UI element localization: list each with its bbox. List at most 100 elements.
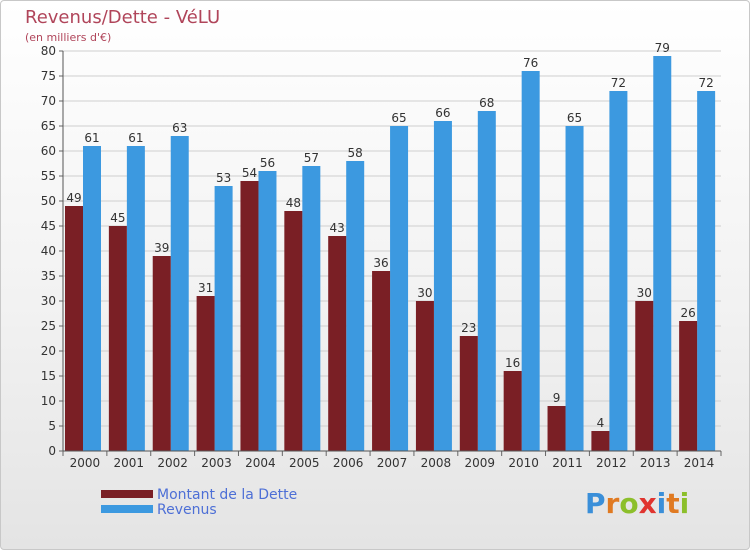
data-label-debt: 4 <box>597 416 605 430</box>
x-tick-label: 2012 <box>596 456 627 470</box>
data-label-debt: 16 <box>505 356 520 370</box>
data-label-revenue: 61 <box>84 131 99 145</box>
data-label-revenue: 65 <box>391 111 406 125</box>
data-label-debt: 31 <box>198 281 213 295</box>
legend-swatch-revenue <box>101 505 153 513</box>
data-label-revenue: 65 <box>567 111 582 125</box>
data-label-revenue: 53 <box>216 171 231 185</box>
bar-revenue <box>477 111 496 451</box>
x-tick-label: 2005 <box>289 456 320 470</box>
y-tick-label: 60 <box>41 144 56 158</box>
data-label-debt: 9 <box>553 391 561 405</box>
logo-letter: r <box>605 487 620 520</box>
data-label-revenue: 57 <box>304 151 319 165</box>
logo-letter: x <box>638 487 657 520</box>
y-tick-label: 65 <box>41 119 56 133</box>
data-label-debt: 43 <box>330 221 345 235</box>
data-label-debt: 45 <box>110 211 125 225</box>
x-tick-label: 2010 <box>508 456 539 470</box>
x-tick-label: 2014 <box>684 456 715 470</box>
legend-label-debt: Montant de la Dette <box>157 487 298 503</box>
bar-revenue <box>521 71 540 451</box>
x-tick-label: 2009 <box>464 456 495 470</box>
bar-revenue <box>565 126 584 451</box>
x-tick-label: 2008 <box>421 456 452 470</box>
chart-title: Revenus/Dette - VéLU <box>25 7 221 28</box>
bar-debt <box>328 236 347 451</box>
y-tick-label: 55 <box>41 169 56 183</box>
bar-debt <box>108 226 127 451</box>
y-tick-label: 30 <box>41 294 56 308</box>
data-label-revenue: 76 <box>523 56 538 70</box>
data-label-debt: 39 <box>154 241 169 255</box>
data-label-debt: 30 <box>417 286 432 300</box>
data-label-revenue: 58 <box>348 146 363 160</box>
bar-revenue <box>609 91 628 451</box>
data-label-debt: 48 <box>286 196 301 210</box>
y-tick-label: 15 <box>41 369 56 383</box>
x-tick-label: 2007 <box>377 456 408 470</box>
y-tick-label: 75 <box>41 69 56 83</box>
x-tick-label: 2006 <box>333 456 364 470</box>
y-tick-label: 0 <box>48 444 56 458</box>
x-tick-label: 2011 <box>552 456 583 470</box>
data-label-revenue: 72 <box>698 76 713 90</box>
y-tick-label: 25 <box>41 319 56 333</box>
y-tick-label: 5 <box>48 419 56 433</box>
y-tick-label: 45 <box>41 219 56 233</box>
bar-revenue <box>433 121 452 451</box>
bar-debt <box>196 296 215 451</box>
x-tick-label: 2004 <box>245 456 276 470</box>
bar-debt <box>372 271 391 451</box>
bar-revenue <box>653 56 672 451</box>
bar-debt <box>679 321 698 451</box>
bar-revenue <box>170 136 189 451</box>
data-label-debt: 23 <box>461 321 476 335</box>
bar-debt <box>240 181 259 451</box>
y-tick-label: 70 <box>41 94 56 108</box>
data-label-revenue: 66 <box>435 106 450 120</box>
bar-revenue <box>697 91 716 451</box>
data-label-debt: 26 <box>680 306 695 320</box>
logo-letter: P <box>585 487 606 520</box>
bar-debt <box>547 406 566 451</box>
x-tick-label: 2002 <box>157 456 188 470</box>
legend-swatch-debt <box>101 490 153 498</box>
data-label-revenue: 56 <box>260 156 275 170</box>
bar-revenue <box>390 126 409 451</box>
bar-revenue <box>302 166 321 451</box>
y-tick-label: 80 <box>41 44 56 58</box>
legend-label-revenue: Revenus <box>157 502 217 518</box>
data-label-debt: 36 <box>373 256 388 270</box>
data-label-debt: 54 <box>242 166 257 180</box>
data-label-revenue: 61 <box>128 131 143 145</box>
logo-letter: t <box>666 487 680 520</box>
data-label-debt: 30 <box>637 286 652 300</box>
x-tick-label: 2000 <box>70 456 101 470</box>
proxiti-logo: Proxiti <box>585 487 689 520</box>
data-label-revenue: 72 <box>611 76 626 90</box>
y-tick-label: 10 <box>41 394 56 408</box>
data-label-revenue: 68 <box>479 96 494 110</box>
x-tick-label: 2001 <box>114 456 145 470</box>
bar-revenue <box>346 161 365 451</box>
y-tick-label: 40 <box>41 244 56 258</box>
data-label-revenue: 63 <box>172 121 187 135</box>
y-tick-label: 50 <box>41 194 56 208</box>
x-tick-label: 2003 <box>201 456 232 470</box>
chart-subtitle: (en milliers d'€) <box>25 31 112 44</box>
logo-letter: o <box>619 487 639 520</box>
bar-debt <box>415 301 434 451</box>
bar-debt <box>591 431 610 451</box>
bar-revenue <box>214 186 233 451</box>
bar-revenue <box>126 146 145 451</box>
bar-revenue <box>258 171 277 451</box>
bar-debt <box>152 256 171 451</box>
bar-debt <box>284 211 303 451</box>
logo-letter: i <box>679 487 690 520</box>
bar-debt <box>459 336 478 451</box>
bar-debt <box>65 206 83 451</box>
data-label-revenue: 79 <box>655 41 670 55</box>
